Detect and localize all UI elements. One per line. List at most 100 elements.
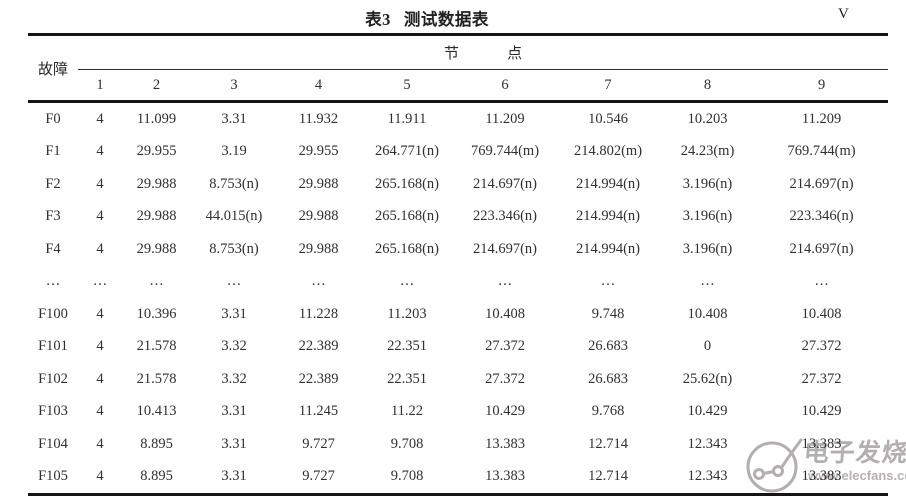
fault-cell: F3 <box>45 208 61 225</box>
value-cell: 22.389 <box>298 338 339 355</box>
value-cell: 10.546 <box>588 110 628 127</box>
value-cell: … <box>600 273 616 290</box>
value-cell: 4 <box>96 175 104 192</box>
value-cell: 27.372 <box>801 338 842 355</box>
value-cell: 265.168(n) <box>374 240 440 257</box>
value-cell: 29.988 <box>298 240 339 257</box>
elecfans-logo-icon <box>746 438 803 493</box>
value-cell: 29.988 <box>136 175 177 192</box>
value-cell: 214.697(n) <box>789 240 854 257</box>
value-cell: 9.727 <box>302 468 335 485</box>
value-cell: 22.351 <box>387 370 427 387</box>
table-row: F1 4 29.955 3.19 29.955 264.771(n) 769.744(m) 2… <box>28 136 888 169</box>
value-cell: 10.203 <box>687 110 728 127</box>
value-cell: 4 <box>96 143 104 160</box>
value-cell: 29.988 <box>298 175 339 192</box>
value-cell: 214.697(n) <box>472 240 538 257</box>
value-cell: 12.714 <box>588 468 628 485</box>
fault-cell: F0 <box>45 110 61 127</box>
value-cell: 4 <box>96 305 104 322</box>
value-cell: 3.31 <box>221 110 247 127</box>
node-column-header: 5 <box>403 76 411 93</box>
value-cell: 4 <box>96 468 104 485</box>
value-cell: … <box>399 273 415 290</box>
value-cell: 4 <box>96 435 104 452</box>
table-row: F104 4 8.895 3.31 9.727 9.708 13.383 12.714 12.3… <box>28 428 888 461</box>
value-cell: 3.196(n) <box>682 175 733 192</box>
value-cell: 3.31 <box>221 435 247 452</box>
node-number-row: 1 2 3 4 5 6 7 8 9 <box>28 70 888 102</box>
value-cell: 29.955 <box>136 143 177 160</box>
value-cell: 3.19 <box>221 143 247 160</box>
table-number: 表3 <box>365 10 391 29</box>
value-cell: 4 <box>96 240 104 257</box>
value-cell: 4 <box>96 208 104 225</box>
value-cell: 3.31 <box>221 468 247 485</box>
node-column-header: 6 <box>501 76 509 93</box>
fault-cell: F4 <box>45 240 61 257</box>
value-cell: 10.396 <box>136 305 177 322</box>
table-row: F4 4 29.988 8.753(n) 29.988 265.168(n) 214.697… <box>28 233 888 266</box>
value-cell: 21.578 <box>136 370 177 387</box>
value-cell: 29.988 <box>136 208 177 225</box>
unit-label: V <box>838 6 849 22</box>
value-cell: 13.383 <box>801 468 842 485</box>
node-column-header: 7 <box>604 76 612 93</box>
node-group-label-right: 点 <box>507 46 523 62</box>
value-cell: 9.768 <box>591 403 625 420</box>
value-cell: 29.955 <box>298 143 339 160</box>
table-row: F3 4 29.988 44.015(n) 29.988 265.168(n) 223.34… <box>28 201 888 234</box>
value-cell: 3.31 <box>221 403 247 420</box>
value-cell: 769.744(m) <box>470 143 540 160</box>
value-cell: 214.994(n) <box>575 175 641 192</box>
value-cell: 4 <box>96 338 104 355</box>
fault-cell: F103 <box>38 403 68 420</box>
value-cell: … <box>92 273 108 290</box>
value-cell: 44.015(n) <box>205 208 263 225</box>
value-cell: 12.714 <box>588 435 628 452</box>
value-cell: … <box>226 273 242 290</box>
value-cell: 3.196(n) <box>682 240 733 257</box>
value-cell: 25.62(n) <box>682 370 733 387</box>
value-cell: 8.753(n) <box>209 240 259 257</box>
value-cell: 27.372 <box>485 338 525 355</box>
value-cell: 12.343 <box>687 468 728 485</box>
value-cell: 11.209 <box>485 110 525 127</box>
value-cell: 3.32 <box>221 370 247 387</box>
fault-cell: F101 <box>38 338 68 355</box>
watermark-brand-text: 电子发烧友 <box>802 440 906 467</box>
value-cell: 4 <box>96 110 104 127</box>
value-cell: 10.408 <box>687 305 728 322</box>
value-cell: 11.22 <box>390 403 424 420</box>
watermark-url-text: www.elecfans.com <box>808 468 906 483</box>
value-cell: 214.994(n) <box>575 240 641 257</box>
node-group-header: 节点 <box>78 34 889 70</box>
value-cell: 264.771(n) <box>374 143 440 160</box>
table-caption-row: 表3 测试数据表 V <box>0 0 906 33</box>
node-column-header: 9 <box>817 76 826 93</box>
table-row: F2 4 29.988 8.753(n) 29.988 265.168(n) 214.697… <box>28 168 888 201</box>
value-cell: 10.408 <box>485 305 525 322</box>
value-cell: 11.245 <box>298 403 339 420</box>
table-row: ………………………… <box>28 266 888 299</box>
value-cell: 13.383 <box>485 468 525 485</box>
value-cell: 214.697(n) <box>789 175 854 192</box>
table-row: F100 4 10.396 3.31 11.228 11.203 10.408 9.748 10… <box>28 298 888 331</box>
value-cell: 11.228 <box>298 305 339 322</box>
table-row: F105 4 8.895 3.31 9.727 9.708 13.383 12.714 12.3… <box>28 461 888 495</box>
value-cell: 27.372 <box>801 370 842 387</box>
table-row: F101 4 21.578 3.32 22.389 22.351 27.372 26.683 0… <box>28 331 888 364</box>
value-cell: 22.389 <box>298 370 339 387</box>
value-cell: 8.753(n) <box>209 175 259 192</box>
value-cell: 11.209 <box>801 110 842 127</box>
value-cell: … <box>700 273 715 290</box>
fault-cell: F2 <box>45 175 61 192</box>
value-cell: 3.32 <box>221 338 247 355</box>
value-cell: 3.31 <box>221 305 247 322</box>
value-cell: 769.744(m) <box>787 143 856 160</box>
node-column-header: 3 <box>230 76 238 93</box>
value-cell: 26.683 <box>588 370 628 387</box>
